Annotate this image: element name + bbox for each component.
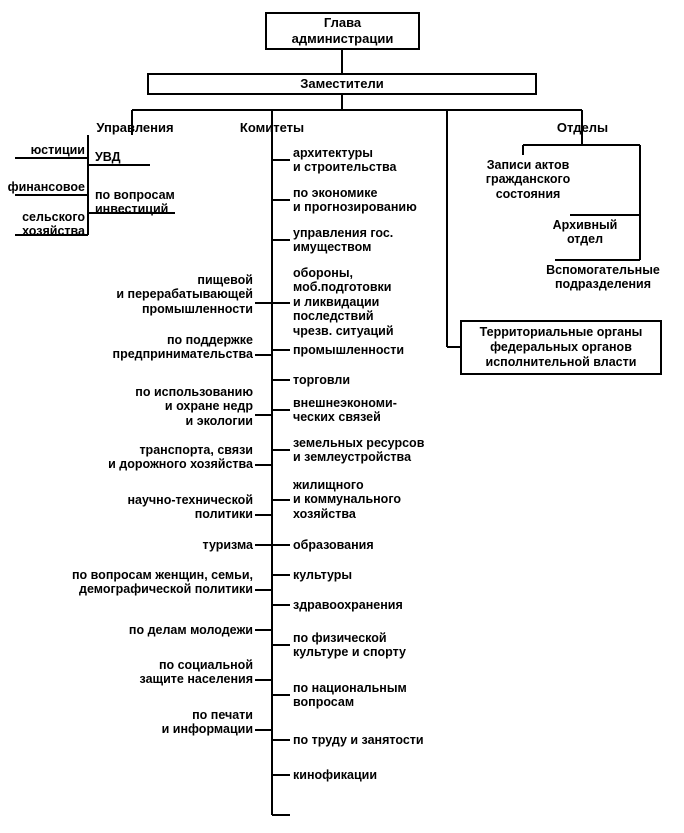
kom-r-10: культуры: [293, 568, 443, 582]
kom-r-14: по труду и занятости: [293, 733, 463, 747]
kom-l-1: по поддержкепредпринимательства: [90, 333, 253, 362]
upr-right-1: по вопросаминвестиций: [95, 188, 185, 217]
header-komitety: Комитеты: [232, 120, 312, 135]
kom-l-2: по использованиюи охране недри экологии: [90, 385, 253, 428]
kom-r-5: торговли: [293, 373, 443, 387]
header-upravleniya: Управления: [90, 120, 180, 135]
kom-r-2: управления гос.имуществом: [293, 226, 443, 255]
kom-l-8: по социальнойзащите населения: [90, 658, 253, 687]
kom-r-12: по физическойкультуре и спорту: [293, 631, 443, 660]
kom-r-0: архитектурыи строительства: [293, 146, 443, 175]
header-otdely: Отделы: [550, 120, 615, 135]
kom-r-7: земельных ресурсови землеустройства: [293, 436, 453, 465]
otd-0: Записи актовгражданскогосостояния: [478, 158, 578, 201]
kom-r-9: образования: [293, 538, 443, 552]
otd-1: Архивныйотдел: [545, 218, 625, 247]
kom-r-3: обороны,моб.подготовкии ликвидациипослед…: [293, 266, 443, 338]
deputies-box: Заместители: [147, 73, 537, 95]
kom-r-11: здравоохранения: [293, 598, 443, 612]
kom-r-8: жилищногои коммунальногохозяйства: [293, 478, 443, 521]
kom-l-9: по печатии информации: [90, 708, 253, 737]
upr-left-1: финансовое: [5, 180, 85, 194]
kom-l-0: пищевойи перерабатывающейпромышленности: [90, 273, 253, 316]
kom-r-4: промышленности: [293, 343, 443, 357]
root-box: Главаадминистрации: [265, 12, 420, 50]
territorial-box: Территориальные органыфедеральных органо…: [460, 320, 662, 375]
upr-left-2: сельскогохозяйства: [5, 210, 85, 239]
kom-r-15: кинофикации: [293, 768, 443, 782]
upr-left-0: юстиции: [15, 143, 85, 157]
kom-r-13: по национальнымвопросам: [293, 681, 443, 710]
kom-l-5: туризма: [150, 538, 253, 552]
kom-l-6: по вопросам женщин, семьи,демографическо…: [50, 568, 253, 597]
territorial-label: Территориальные органыфедеральных органо…: [480, 325, 643, 370]
upr-right-0: УВД: [95, 150, 155, 164]
kom-r-1: по экономикеи прогнозированию: [293, 186, 443, 215]
root-label: Главаадминистрации: [292, 15, 394, 46]
otd-2: Вспомогательныеподразделения: [528, 263, 678, 292]
kom-l-7: по делам молодежи: [90, 623, 253, 637]
kom-r-6: внешнеэкономи-ческих связей: [293, 396, 443, 425]
kom-l-3: транспорта, связии дорожного хозяйства: [80, 443, 253, 472]
kom-l-4: научно-техническойполитики: [90, 493, 253, 522]
deputies-label: Заместители: [300, 76, 383, 92]
